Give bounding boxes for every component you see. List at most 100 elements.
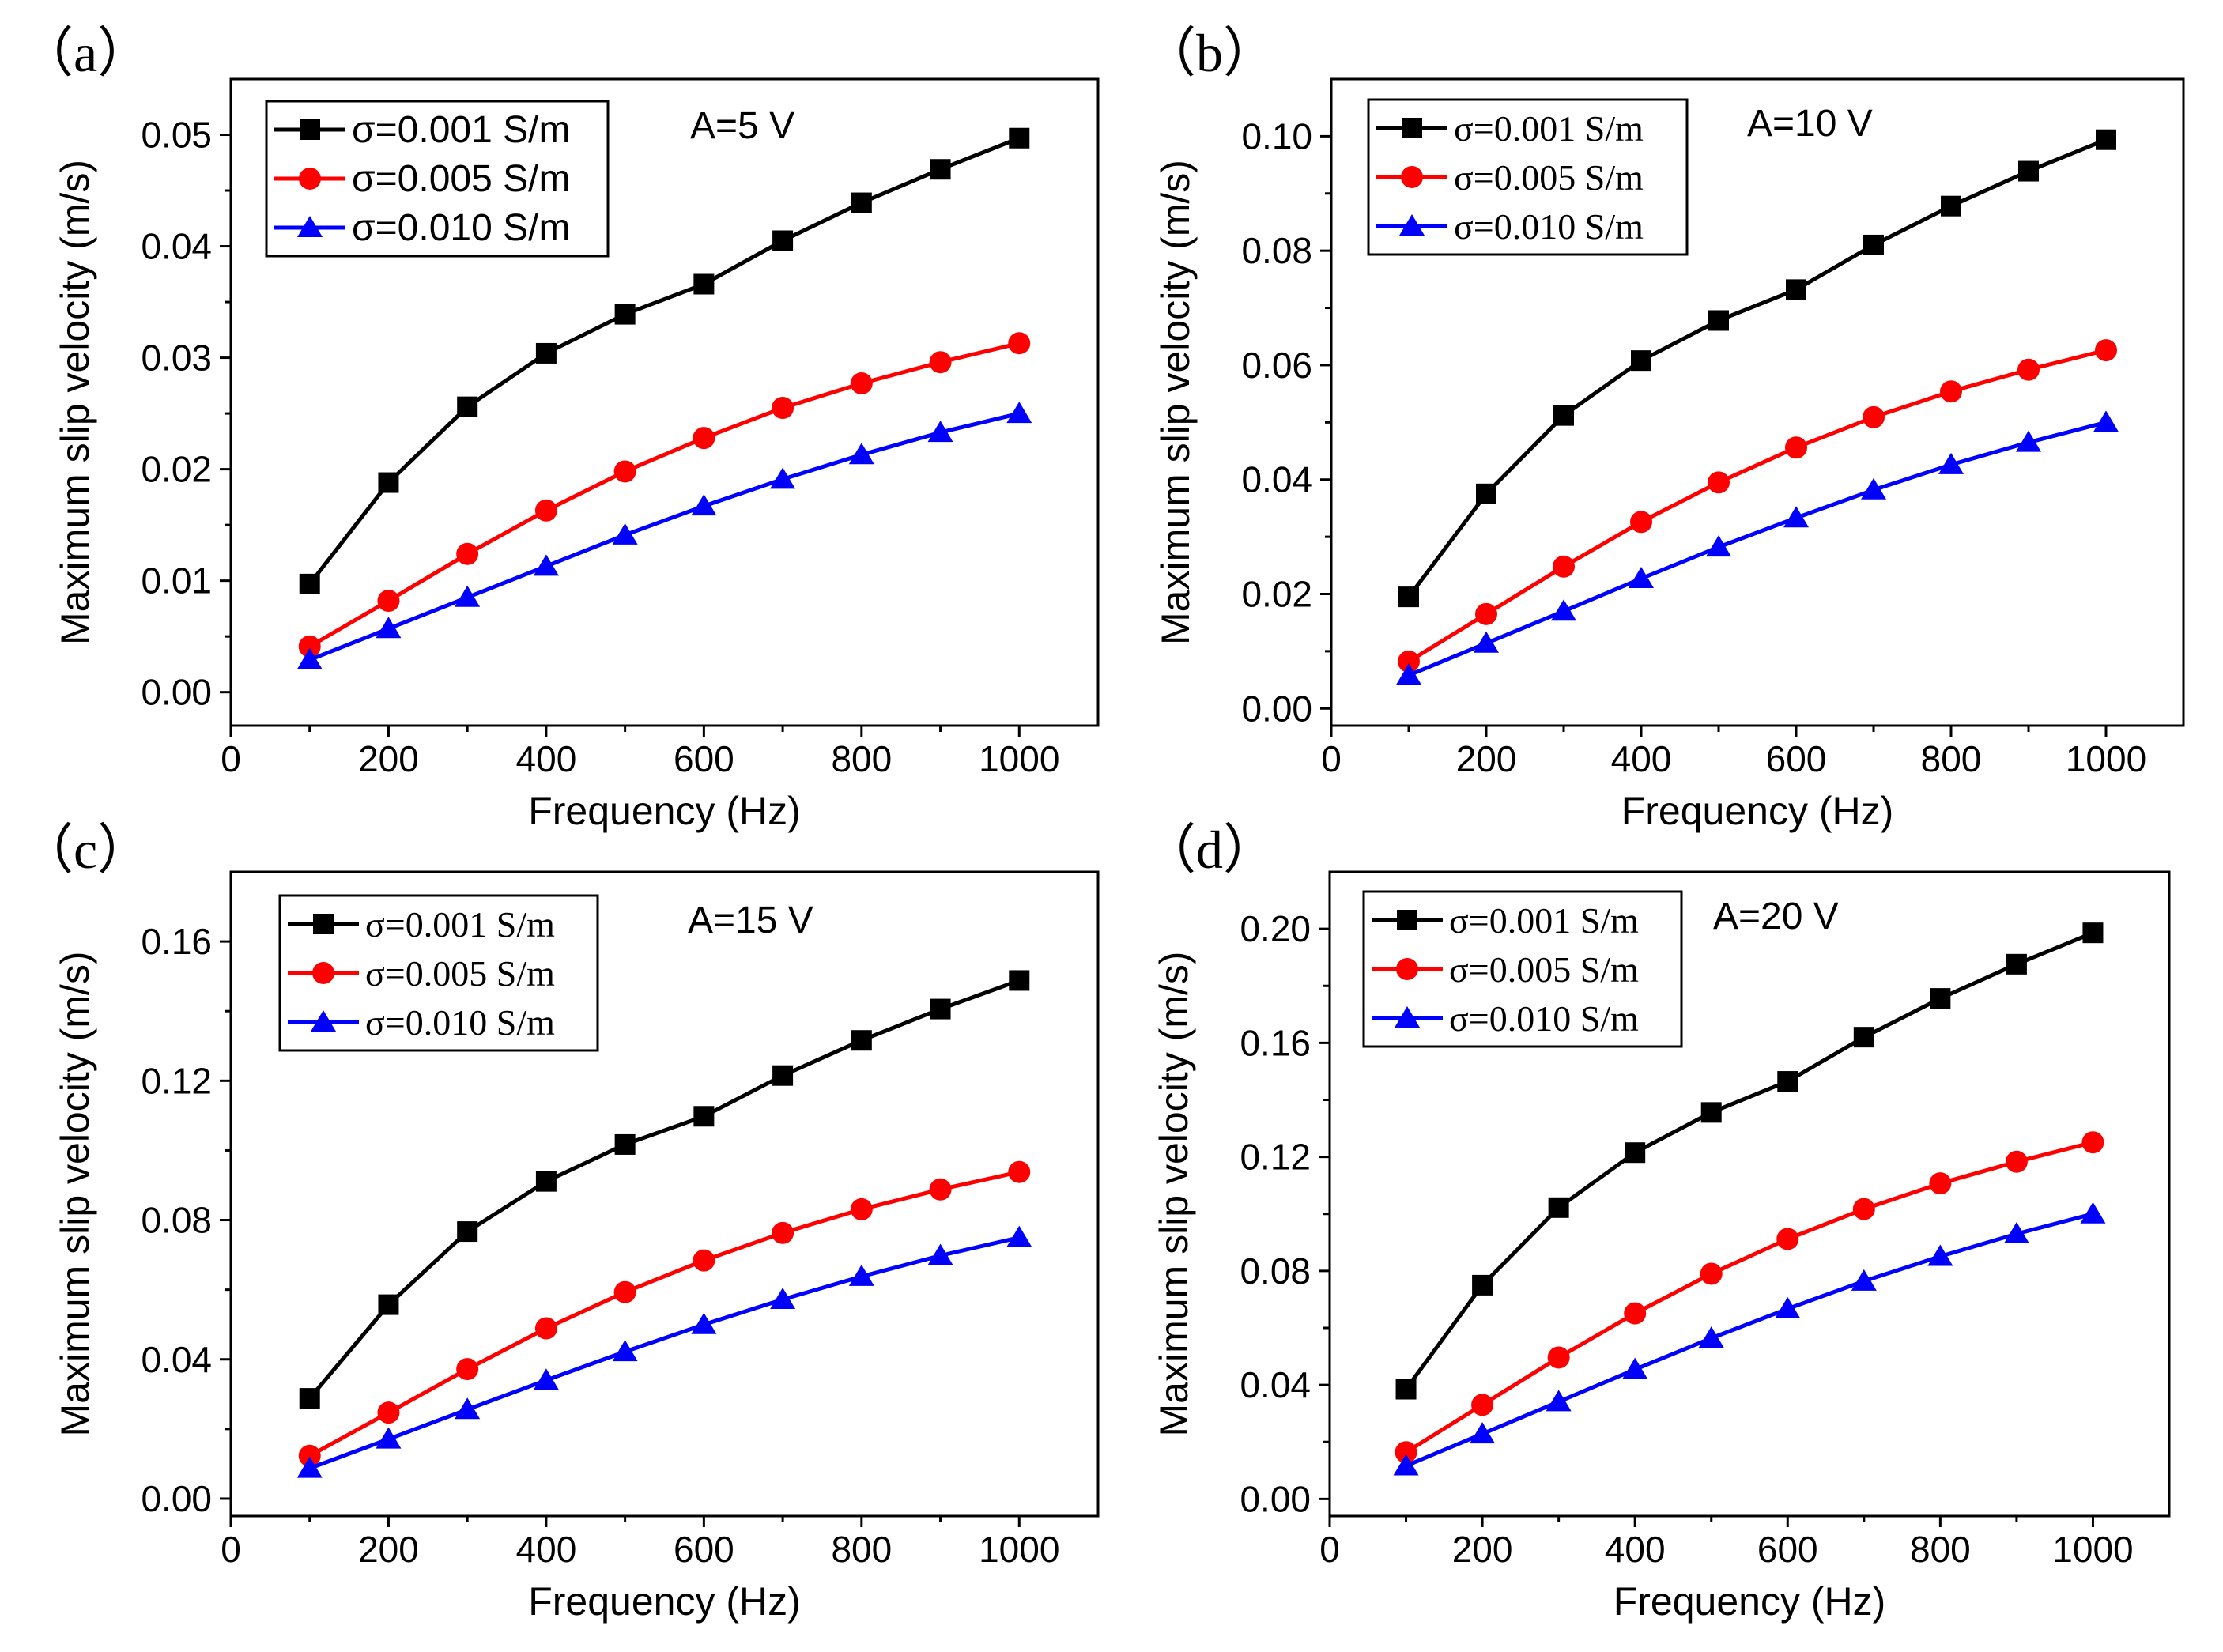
- y-tick-label: 0.20: [1240, 908, 1311, 949]
- x-tick-label: 800: [831, 738, 892, 779]
- legend-marker: [299, 168, 321, 190]
- data-point: [1395, 1441, 1417, 1464]
- y-tick-label: 0.06: [1241, 345, 1312, 386]
- legend-label: σ=0.010 S/m: [1449, 998, 1639, 1039]
- y-tick-label: 0.10: [1241, 115, 1312, 157]
- x-tick-label: 600: [674, 738, 734, 779]
- panel-c: 0 200 400 600 800 1000 0.00 0.04 0.08 0.12 0.16 Fre…: [20, 820, 1100, 1624]
- data-point: [1852, 1198, 1875, 1220]
- legend-label: σ=0.001 S/m: [352, 109, 570, 151]
- series-line: [1407, 348, 2107, 664]
- panel-label: （c）: [20, 820, 151, 880]
- data-point: [1471, 1394, 1494, 1416]
- data-point: [1622, 1357, 1648, 1379]
- legend-label: σ=0.010 S/m: [352, 207, 570, 249]
- data-point: [1863, 234, 1884, 255]
- x-axis-label: Frequency (Hz): [528, 1579, 801, 1624]
- plot-frame: [1328, 870, 2171, 1518]
- data-point: [377, 1401, 400, 1424]
- data-point: [456, 542, 479, 565]
- data-point: [534, 1317, 557, 1340]
- data-point: [1708, 471, 1730, 494]
- data-point: [772, 230, 794, 251]
- data-point: [1008, 332, 1031, 355]
- y-tick-label: 0.08: [1240, 1250, 1311, 1292]
- y-tick-label: 0.04: [1240, 1364, 1311, 1405]
- data-point: [770, 1287, 796, 1309]
- x-axis-label: Frequency (Hz): [528, 789, 801, 833]
- data-point: [613, 1280, 636, 1303]
- y-axis-label: Maximum slip velocity (m/s): [53, 952, 97, 1437]
- data-point: [2080, 1201, 2106, 1224]
- data-point: [1398, 650, 1420, 673]
- data-point: [533, 1368, 559, 1390]
- data-point: [1631, 350, 1651, 372]
- data-point: [1475, 602, 1497, 625]
- data-point: [378, 472, 399, 493]
- data-point: [691, 494, 717, 516]
- data-point: [299, 1388, 320, 1409]
- data-point: [772, 397, 794, 420]
- data-point: [2018, 160, 2039, 182]
- series-line: [308, 341, 1020, 649]
- data-point: [612, 1340, 638, 1362]
- legend-marker: [313, 914, 334, 934]
- data-point: [2003, 1221, 2029, 1243]
- data-point: [535, 342, 557, 364]
- data-point: [1706, 535, 1731, 557]
- data-point: [1708, 310, 1729, 331]
- data-point: [1553, 405, 1574, 426]
- legend-label: σ=0.005 S/m: [365, 953, 555, 994]
- data-point: [1006, 1225, 1032, 1247]
- data-point: [929, 351, 952, 374]
- y-axis-label: Maximum slip velocity (m/s): [1153, 160, 1198, 645]
- legend-label: σ=0.005 S/m: [1449, 949, 1639, 990]
- amplitude-annotation: A=20 V: [1713, 896, 1839, 937]
- data-point: [693, 1106, 715, 1127]
- series-line: [1404, 930, 2094, 1390]
- data-point: [2096, 129, 2116, 150]
- legend-marker: [312, 962, 334, 984]
- data-point: [1776, 1228, 1799, 1250]
- x-tick-label: 0: [1319, 1529, 1340, 1570]
- x-tick-label: 400: [516, 1529, 577, 1570]
- panel-label: （d）: [1142, 820, 1277, 880]
- data-point: [376, 1427, 402, 1449]
- x-tick-label: 600: [674, 1529, 734, 1570]
- data-point: [1474, 631, 1499, 653]
- series-line: [308, 979, 1021, 1400]
- y-tick-label: 0.16: [141, 921, 212, 962]
- x-tick-label: 800: [1910, 1529, 1971, 1570]
- y-tick-label: 0.00: [1240, 1478, 1311, 1519]
- data-point: [770, 467, 796, 489]
- data-point: [298, 1444, 321, 1467]
- series-line: [1405, 1140, 2094, 1454]
- data-point: [456, 1358, 479, 1381]
- y-tick-label: 0.12: [141, 1060, 212, 1101]
- x-tick-label: 600: [1766, 738, 1827, 779]
- panel-label: （a）: [20, 23, 151, 83]
- data-point: [457, 396, 478, 417]
- data-point: [535, 1171, 557, 1192]
- data-point: [1930, 988, 1951, 1009]
- data-point: [2081, 1131, 2104, 1154]
- series-line: [308, 1170, 1020, 1458]
- legend-label: σ=0.010 S/m: [1454, 206, 1644, 247]
- data-point: [1941, 195, 1961, 217]
- data-point: [850, 1198, 873, 1220]
- data-point: [1629, 566, 1654, 588]
- data-point: [851, 1030, 872, 1051]
- data-point: [455, 585, 481, 607]
- plot-frame: [229, 77, 1100, 727]
- data-point: [848, 1264, 874, 1286]
- legend-marker: [1396, 958, 1418, 980]
- x-tick-label: 400: [516, 738, 577, 779]
- data-point: [772, 1065, 794, 1086]
- legend-label: σ=0.005 S/m: [1454, 157, 1644, 198]
- data-point: [1546, 1390, 1572, 1412]
- data-point: [2095, 339, 2117, 362]
- data-point: [1009, 127, 1030, 149]
- panel-d: 0 200 400 600 800 1000 0.00 0.04 0.08 0.12 0.16 0.2…: [1142, 820, 2171, 1624]
- data-point: [1698, 1326, 1724, 1348]
